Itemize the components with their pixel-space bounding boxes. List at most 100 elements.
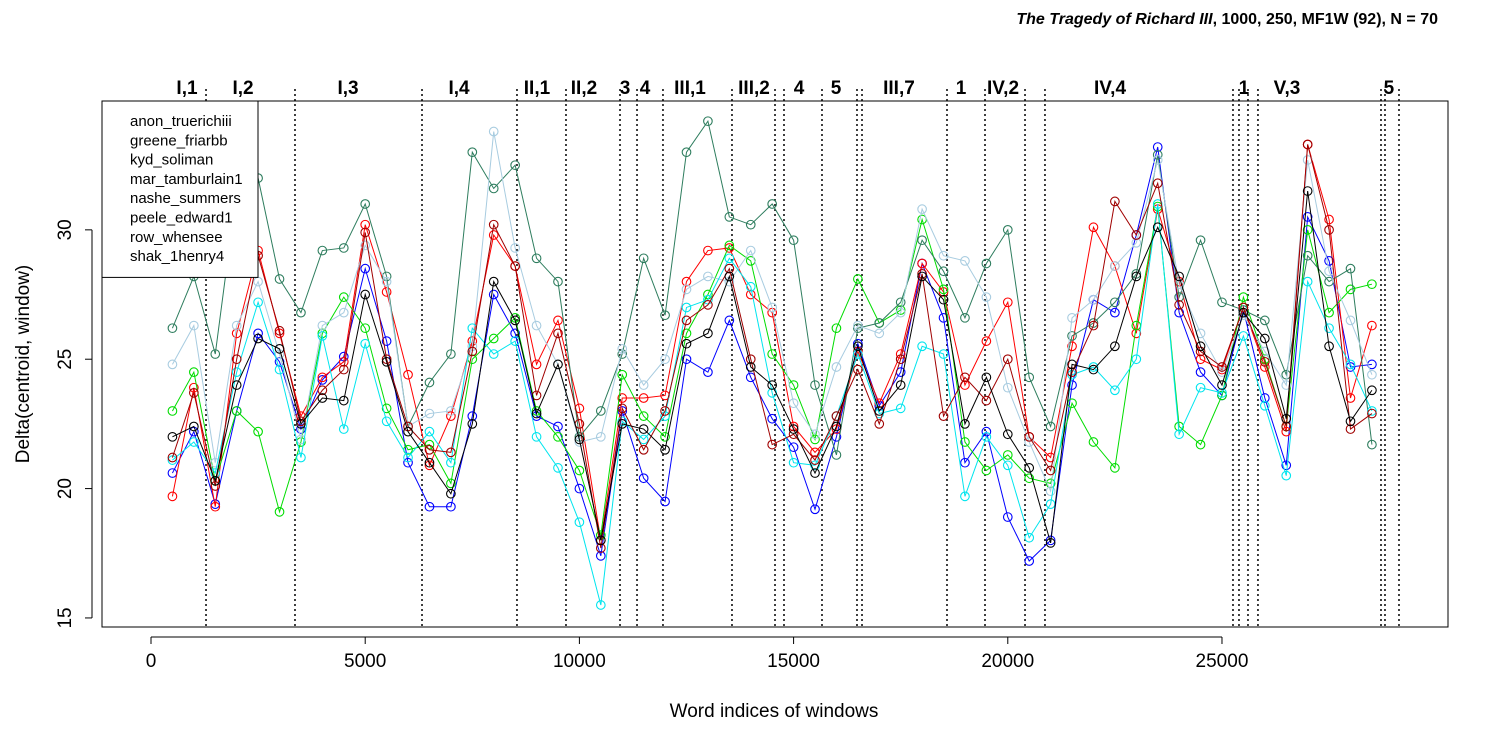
data-point: [381, 354, 392, 365]
data-point: [1110, 341, 1120, 352]
data-point: [917, 258, 927, 269]
data-point: [895, 297, 906, 308]
data-point: [703, 328, 713, 339]
scene-label: 3: [620, 78, 631, 99]
data-point: [681, 315, 692, 326]
data-point: [231, 367, 242, 378]
data-point: [553, 328, 563, 339]
data-point: [424, 426, 435, 437]
legend-entry: anon_truerichiii: [130, 113, 232, 130]
data-point: [510, 160, 520, 171]
data-point: [853, 323, 863, 334]
data-point: [810, 468, 820, 478]
data-point: [981, 258, 992, 269]
data-point: [360, 338, 371, 349]
data-point: [467, 411, 478, 421]
data-point: [981, 431, 992, 442]
series-line: [171, 131, 1373, 494]
data-point: [724, 240, 735, 251]
data-point: [960, 491, 970, 502]
data-point: [660, 406, 670, 416]
data-point: [1110, 307, 1120, 318]
data-point: [317, 245, 328, 256]
data-point: [231, 406, 242, 416]
data-point: [1152, 142, 1163, 152]
data-point: [317, 385, 328, 396]
data-point: [1110, 261, 1120, 271]
data-point: [595, 431, 606, 442]
data-point: [1024, 532, 1035, 543]
data-point: [1302, 250, 1313, 261]
data-point: [188, 367, 199, 378]
data-point: [1345, 393, 1356, 403]
data-point: [617, 393, 628, 403]
scene-label: 5: [831, 78, 842, 99]
data-point: [1324, 256, 1334, 266]
data-point: [1281, 460, 1292, 471]
data-point: [1067, 331, 1077, 341]
data-point: [296, 307, 306, 318]
data-point: [424, 457, 435, 468]
data-point: [810, 455, 820, 465]
data-point: [1131, 268, 1142, 279]
data-point: [1152, 178, 1163, 189]
data-point: [1367, 320, 1377, 331]
data-point: [1110, 196, 1120, 207]
data-point: [981, 426, 992, 437]
data-point: [1131, 237, 1142, 248]
data-point: [767, 199, 778, 209]
data-point: [317, 375, 328, 385]
data-point: [724, 263, 735, 274]
legend-entry: nashe_summers: [130, 190, 241, 207]
series-line: [171, 206, 1373, 536]
data-point: [1238, 331, 1249, 341]
data-point: [1088, 222, 1099, 233]
data-point: [446, 501, 456, 512]
data-point: [895, 354, 906, 365]
data-point: [1324, 214, 1334, 225]
data-point: [467, 346, 478, 357]
data-point: [381, 356, 392, 367]
data-point: [1131, 328, 1142, 339]
data-point: [553, 315, 563, 326]
data-point: [1174, 279, 1184, 290]
data-point: [317, 393, 328, 403]
data-point: [1152, 199, 1163, 209]
data-point: [488, 126, 499, 137]
x-tick-label: 5000: [344, 651, 386, 672]
data-point: [681, 354, 692, 365]
data-point: [1259, 393, 1270, 403]
data-point: [1302, 139, 1313, 150]
data-point: [681, 328, 692, 339]
scene-label: V,3: [1274, 78, 1301, 99]
data-point: [1067, 312, 1077, 323]
data-point: [938, 349, 949, 359]
data-point: [853, 364, 863, 375]
data-point: [724, 271, 735, 282]
data-point: [1024, 431, 1035, 442]
data-point: [853, 349, 863, 359]
data-point: [210, 499, 221, 509]
data-point: [917, 271, 927, 282]
data-point: [1324, 224, 1334, 235]
data-point: [253, 328, 263, 339]
data-point: [788, 457, 799, 468]
scene-label: III,7: [883, 78, 915, 99]
data-point: [1217, 362, 1227, 372]
data-point: [1195, 235, 1206, 246]
data-point: [403, 457, 413, 468]
data-point: [1195, 367, 1206, 378]
data-point: [745, 354, 756, 365]
data-point: [381, 416, 392, 427]
data-point: [274, 274, 285, 284]
data-point: [1259, 315, 1270, 326]
data-point: [1131, 354, 1142, 365]
data-point: [1024, 556, 1035, 566]
data-point: [1067, 359, 1077, 370]
data-point: [1045, 535, 1056, 546]
data-point: [638, 393, 649, 403]
data-point: [960, 256, 970, 266]
data-point: [1110, 297, 1120, 308]
scene-label: 1: [956, 78, 967, 99]
